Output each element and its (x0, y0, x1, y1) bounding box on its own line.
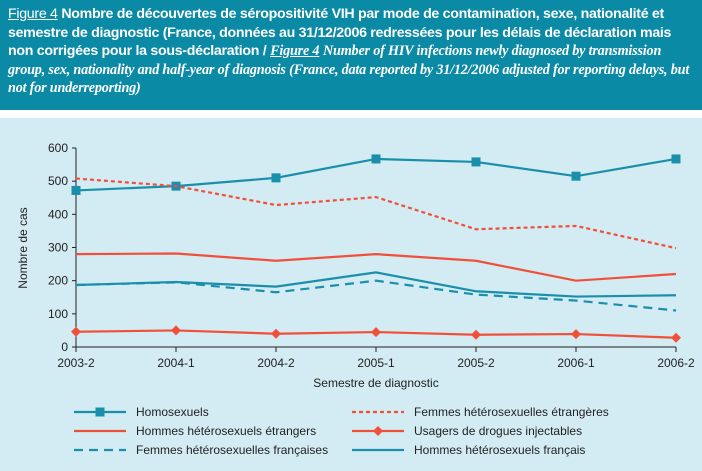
series-line-4 (75, 279, 677, 312)
data-point (371, 327, 381, 338)
data-point (71, 185, 81, 195)
x-tick-label: 2006-2 (657, 356, 695, 370)
series-line-1 (75, 177, 677, 250)
data-point (671, 332, 681, 343)
y-axis-title: Nombre de cas (16, 207, 30, 288)
legend-label: Usagers de drogues injectables (414, 424, 582, 438)
legend-label: Hommes hétérosexuels étrangers (136, 424, 316, 438)
x-tick-label: 2004-2 (257, 356, 295, 370)
x-tick-label: 2003-2 (57, 356, 95, 370)
y-tick-label: 600 (48, 141, 68, 155)
y-tick-label: 400 (48, 207, 68, 221)
x-tick-label: 2005-1 (357, 356, 395, 370)
figure-caption: Figure 4 Nombre de découvertes de séropo… (0, 0, 702, 110)
title-fr: Nombre de découvertes de séropositivité … (8, 6, 672, 59)
data-point (571, 171, 581, 181)
y-tick-label: 500 (48, 174, 68, 188)
series-line-0 (75, 157, 677, 192)
x-tick-label: 2004-1 (157, 356, 195, 370)
data-point (471, 329, 481, 340)
x-axis-title: Semestre de diagnostic (313, 376, 438, 390)
legend (0, 398, 702, 471)
legend-label: Homosexuels (136, 405, 209, 419)
figure-label-fr: Figure 4 (8, 6, 58, 22)
data-point (71, 326, 81, 337)
series-line-5 (75, 271, 677, 298)
series-line-2 (75, 252, 677, 282)
figure-label-en: Figure 4 (270, 43, 320, 59)
data-point (671, 154, 681, 164)
data-point (471, 157, 481, 167)
y-tick-label: 100 (48, 307, 68, 321)
x-tick-label: 2006-1 (557, 356, 595, 370)
legend-marker (95, 407, 105, 417)
data-point (571, 329, 581, 340)
legend-label: Femmes hétérosexuelles françaises (136, 443, 328, 457)
data-point (271, 328, 281, 339)
y-tick-label: 0 (61, 340, 68, 354)
data-point (371, 154, 381, 164)
data-point (171, 325, 181, 336)
data-point (271, 173, 281, 183)
y-tick-label: 200 (48, 274, 68, 288)
title-en: Number of HIV infections newly diagnosed… (8, 43, 690, 96)
legend-label: Hommes hétérosexuels français (414, 443, 585, 457)
legend-marker (373, 426, 383, 436)
x-tick-label: 2005-2 (457, 356, 495, 370)
y-tick-label: 300 (48, 241, 68, 255)
legend-label: Femmes hétérosexuelles étrangères (414, 405, 609, 419)
